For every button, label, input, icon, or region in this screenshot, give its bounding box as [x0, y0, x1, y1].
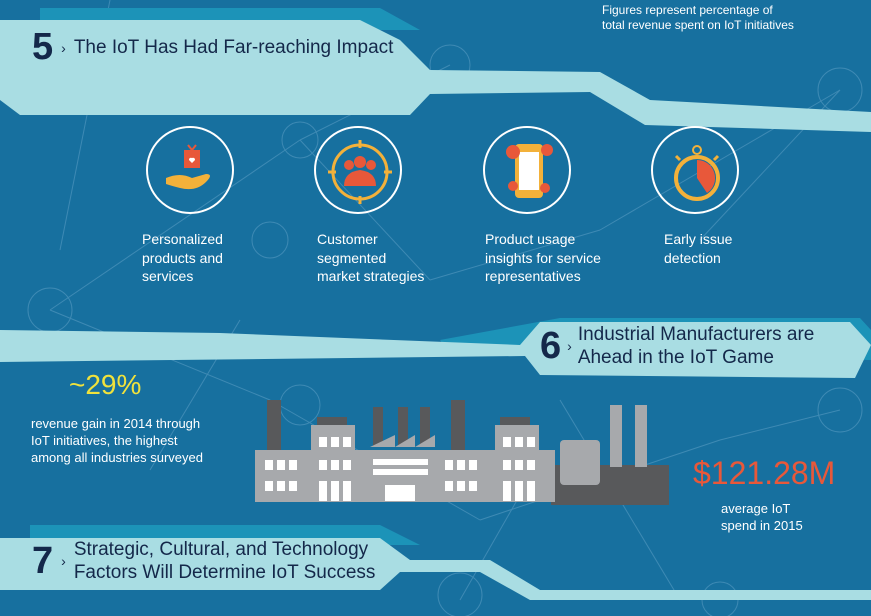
note-line: total revenue spent on IoT initiatives	[602, 18, 794, 32]
note-line: Figures represent percentage of	[602, 3, 773, 17]
impact-label-customer: Customer segmented market strategies	[317, 230, 457, 286]
gift-in-hand-icon	[146, 126, 234, 214]
chevron-right-icon: ›	[61, 553, 66, 569]
iot-spend-value: $121.28M	[693, 455, 836, 491]
label-line: Product usage	[485, 231, 576, 247]
title-line: Ahead in the IoT Game	[577, 347, 774, 368]
impact-label-early-issue: Early issue detection	[664, 230, 804, 267]
label-line: products and	[142, 249, 223, 266]
caption-line: average IoT	[721, 501, 791, 516]
iot-spend-caption: average IoT spend in 2015	[721, 500, 803, 534]
revenue-gain-caption: revenue gain in 2014 through IoT initiati…	[31, 415, 203, 466]
label-line: representatives	[485, 268, 581, 284]
caption-line: spend in 2015	[721, 518, 803, 533]
title-line: Industrial Manufacturers are	[577, 324, 815, 345]
section-title: Strategic, Cultural, and Technology Fact…	[74, 538, 376, 584]
impact-label-personalized: Personalized products and services	[142, 230, 282, 286]
chevron-right-icon: ›	[567, 338, 572, 354]
label-line: insights for service	[485, 249, 601, 266]
title-line: Factors Will Determine IoT Success	[73, 562, 376, 583]
caption-line: IoT initiatives, the highest	[31, 433, 178, 448]
label-line: Personalized	[142, 231, 223, 247]
caption-line: revenue gain in 2014 through	[31, 416, 201, 431]
chevron-right-icon: ›	[61, 39, 66, 56]
section-number: 5	[32, 26, 54, 68]
label-line: Early issue	[664, 231, 733, 247]
section-7-header: 7 › Strategic, Cultural, and Technology …	[32, 538, 375, 584]
section-5-header: 5 › The IoT Has Had Far-reaching Impact	[32, 26, 393, 69]
caption-line: among all industries surveyed	[31, 450, 203, 465]
title-line: Strategic, Cultural, and Technology	[73, 539, 369, 560]
revenue-gain-value: ~29%	[69, 369, 142, 400]
section-number: 6	[540, 324, 562, 367]
section-6-header: 6 › Industrial Manufacturers are Ahead i…	[540, 323, 814, 369]
label-line: segmented	[317, 249, 387, 266]
section-number: 7	[32, 539, 54, 582]
figures-note: Figures represent percentage of total re…	[602, 3, 794, 33]
stopwatch-icon	[651, 126, 739, 214]
target-group-icon	[314, 126, 402, 214]
section-title: Industrial Manufacturers are Ahead in th…	[578, 323, 815, 369]
label-line: market strategies	[317, 268, 425, 284]
label-line: services	[142, 268, 194, 284]
impact-label-product-usage: Product usage insights for service represe…	[485, 230, 625, 286]
smartphone-apps-icon	[483, 126, 571, 214]
section-title: The IoT Has Had Far-reaching Impact	[73, 37, 394, 58]
factory-illustration	[255, 400, 669, 505]
label-line: Customer	[317, 231, 378, 247]
label-line: detection	[664, 249, 721, 266]
section-bands	[0, 20, 871, 600]
